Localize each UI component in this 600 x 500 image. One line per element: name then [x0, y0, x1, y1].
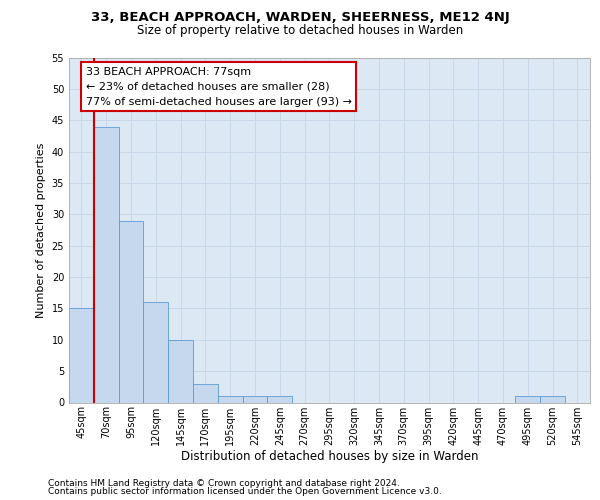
Text: 33, BEACH APPROACH, WARDEN, SHEERNESS, ME12 4NJ: 33, BEACH APPROACH, WARDEN, SHEERNESS, M…	[91, 11, 509, 24]
Bar	[143, 302, 168, 402]
Bar	[69, 308, 94, 402]
Y-axis label: Number of detached properties: Number of detached properties	[36, 142, 46, 318]
Text: Contains public sector information licensed under the Open Government Licence v3: Contains public sector information licen…	[48, 487, 442, 496]
Bar	[168, 340, 193, 402]
Bar	[268, 396, 292, 402]
Bar	[94, 126, 119, 402]
Bar	[218, 396, 242, 402]
X-axis label: Distribution of detached houses by size in Warden: Distribution of detached houses by size …	[181, 450, 478, 463]
Bar	[540, 396, 565, 402]
Text: Size of property relative to detached houses in Warden: Size of property relative to detached ho…	[137, 24, 463, 37]
Bar	[242, 396, 268, 402]
Text: Contains HM Land Registry data © Crown copyright and database right 2024.: Contains HM Land Registry data © Crown c…	[48, 478, 400, 488]
Text: 33 BEACH APPROACH: 77sqm
← 23% of detached houses are smaller (28)
77% of semi-d: 33 BEACH APPROACH: 77sqm ← 23% of detach…	[86, 67, 352, 106]
Bar	[119, 220, 143, 402]
Bar	[515, 396, 540, 402]
Bar	[193, 384, 218, 402]
